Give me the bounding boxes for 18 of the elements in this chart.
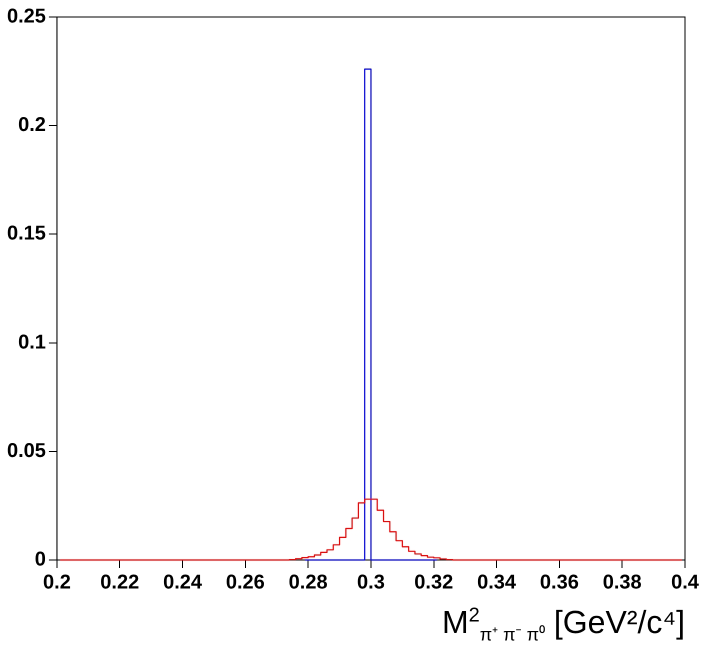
x-tick-label: 0.28: [288, 572, 328, 594]
x-tick-label: 0.22: [100, 572, 140, 594]
x-tick-label: 0.3: [357, 572, 385, 594]
x-tick-label: 0.4: [671, 572, 700, 594]
x-tick-label: 0.2: [43, 572, 71, 594]
y-tick-label: 0: [34, 548, 46, 571]
y-tick-label: 0.05: [6, 440, 46, 462]
y-tick-label: 0.25: [6, 6, 46, 28]
y-tick-label: 0.15: [6, 222, 46, 245]
x-axis-title: M$^{2}$$_{π⁺ π⁻ π⁰}$ [GeV²/c⁴]: [442, 604, 685, 646]
y-tick-label: 0.2: [18, 114, 46, 136]
x-tick-label: 0.34: [477, 572, 517, 594]
x-tick-label: 0.26: [226, 572, 265, 594]
x-tick-label: 0.38: [602, 572, 642, 594]
x-tick-label: 0.36: [540, 572, 579, 594]
x-tick-label: 0.24: [163, 572, 203, 594]
x-tick-label: 0.32: [414, 572, 454, 594]
y-tick-label: 0.1: [18, 331, 46, 354]
